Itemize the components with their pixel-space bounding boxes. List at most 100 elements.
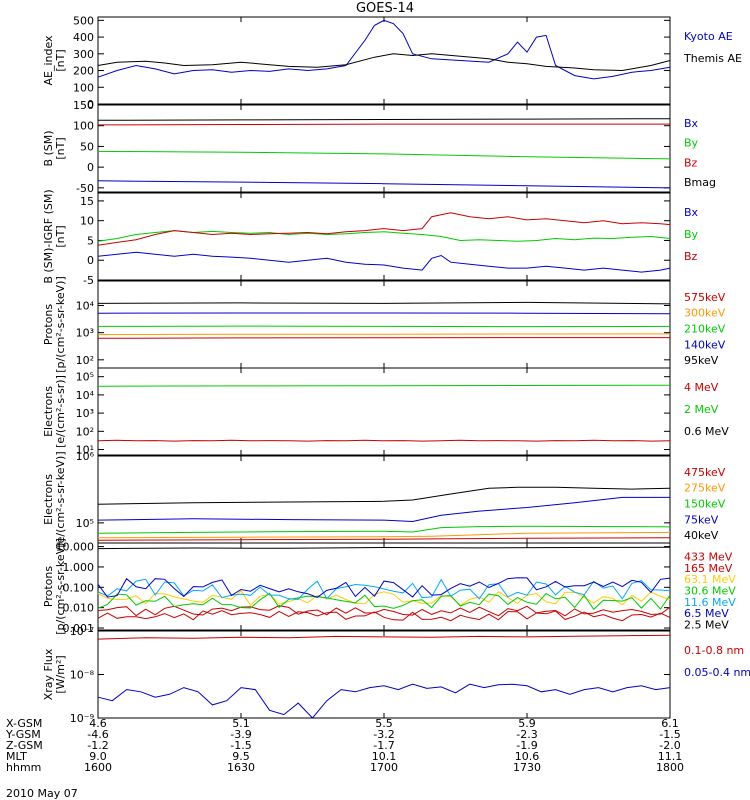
y-tick-label: 10⁻⁸ (70, 669, 95, 682)
y-tick-label: 0 (87, 161, 94, 174)
y-tick-label: 0 (87, 98, 94, 111)
panel-4: 10² 10³ 10⁴ Protons [p/(cm²-s-sr-keV)] 575keV… (42, 276, 726, 373)
series-line (97, 537, 671, 541)
y-axis-label: [p/(cm²-s-sr-keV)] (54, 276, 67, 373)
orbit-value: 9.0 (89, 750, 107, 763)
panel-frame (97, 630, 671, 719)
y-axis-label: [p/(cm²-s-sr-keV)] (54, 538, 67, 635)
orbit-value: -1.5 (659, 728, 680, 741)
y-axis-label: Electrons (42, 386, 55, 437)
series-line (97, 118, 671, 121)
y-tick-label: 10⁻⁷ (70, 625, 94, 638)
orbit-value: 1800 (656, 761, 684, 774)
series-line (97, 53, 671, 72)
y-tick-label: 100 (73, 81, 94, 94)
series-line (97, 634, 671, 640)
legend-entry: 11.6 MeV (684, 596, 736, 609)
legend-entry: 0.05-0.4 nm (684, 666, 750, 679)
y-axis-label: [e/(cm²-s-sr-keV)] (54, 451, 67, 547)
orbit-row-label: Y-GSM (5, 728, 41, 741)
legend-entry: 165 MeV (684, 562, 733, 575)
panel-frame (97, 367, 671, 456)
orbit-value: -1.2 (87, 739, 108, 752)
y-axis-label: B (SM)-IGRF (SM) (42, 189, 55, 283)
series-line (97, 531, 671, 539)
legend-entry: By (684, 228, 699, 241)
series-line (97, 212, 671, 246)
series-line (97, 230, 671, 242)
series-line (97, 123, 670, 126)
y-tick-label: 10⁵ (76, 371, 94, 384)
y-axis-label: B (SM) (42, 130, 55, 166)
y-axis-label: [nT] (54, 49, 67, 71)
orbit-value: -2.0 (659, 739, 680, 752)
legend-entry: 210keV (684, 323, 726, 336)
series-line (97, 333, 671, 336)
legend-entry: By (684, 137, 699, 150)
y-axis-label: Electrons (42, 474, 55, 525)
orbit-value: 5.1 (232, 717, 250, 730)
y-tick-label: 0 (87, 254, 94, 267)
panel-2: -50 0 50 100 150 B (SM) [nT] Bx By Bz Bmag (42, 99, 716, 195)
y-tick-label: 10⁴ (76, 300, 95, 313)
series-line (97, 610, 671, 622)
y-axis-label: [nT] (54, 225, 67, 247)
y-axis-label: AE_index (42, 35, 55, 86)
y-tick-label: 10 (80, 215, 94, 228)
legend-entry: 4 MeV (684, 381, 719, 394)
y-tick-label: 200 (73, 65, 94, 78)
y-tick-label: 10² (76, 354, 94, 367)
orbit-row-label: Z-GSM (6, 739, 43, 752)
orbit-value: -1.7 (373, 739, 394, 752)
orbit-row-label: MLT (6, 750, 27, 763)
orbit-value: 4.6 (89, 717, 107, 730)
legend-entry: 275keV (684, 482, 726, 495)
legend-entry: Bz (684, 156, 698, 169)
y-axis-label: [nT] (54, 137, 67, 159)
orbit-value: -3.2 (373, 728, 394, 741)
legend-entry: 63.1 MeV (684, 573, 736, 586)
legend-entry: Themis AE (683, 52, 742, 65)
y-tick-label: 10⁶ (76, 450, 95, 463)
legend-entry: 40keV (684, 529, 719, 542)
orbit-axis-footer: X-GSM 4.6 5.1 5.5 5.9 6.1 Y-GSM -4.6 -3.9 -3.2 -2.… (5, 717, 684, 774)
series-line (97, 605, 671, 617)
panel-8: 10⁻⁹ 10⁻⁸ 10⁻⁷ Xray Flux [W/m²] 0.1-0.8 nm 0.0… (42, 625, 750, 725)
series-line (97, 325, 671, 328)
panel-frame (97, 192, 671, 281)
orbit-value: 1600 (84, 761, 112, 774)
legend-entry: 575keV (684, 291, 726, 304)
y-axis-label: [W/m²] (54, 655, 67, 693)
series-line (97, 439, 671, 442)
y-tick-label: -5 (83, 274, 94, 287)
y-tick-label: 300 (73, 48, 94, 61)
legend-entry: Kyoto AE (684, 30, 733, 43)
y-tick-label: 10⁵ (76, 517, 94, 530)
legend-entry: 95keV (684, 354, 719, 367)
y-tick-label: 15 (80, 195, 94, 208)
series-line (97, 496, 670, 523)
legend-entry: 0.6 MeV (684, 425, 729, 438)
y-tick-label: 0.001 (63, 622, 95, 635)
orbit-value: -2.3 (516, 728, 537, 741)
legend-entry: 150keV (684, 498, 726, 511)
orbit-value: 1630 (227, 761, 255, 774)
y-axis-label: Protons (42, 566, 55, 607)
date-label: 2010 May 07 (6, 787, 78, 800)
panel-5: 10¹ 10² 10³ 10⁴ 10⁵ Electrons [e/(cm²-s-sr)] 4 … (42, 367, 729, 457)
y-tick-label: 10³ (76, 327, 94, 340)
panel-frame (97, 280, 671, 369)
legend-entry: 30.6 MeV (684, 585, 736, 598)
legend-entry: 475keV (684, 466, 726, 479)
panel-6: 10⁵ 10⁶ Electrons [e/(cm²-s-sr-keV)] 475keV 2… (42, 450, 726, 548)
panel-frame (97, 16, 671, 105)
y-tick-label: -50 (76, 182, 94, 195)
legend-entry: 6.5 MeV (684, 607, 729, 620)
series-line (97, 19, 671, 80)
orbit-value: 10.1 (372, 750, 397, 763)
series-line (97, 251, 671, 273)
y-tick-label: 10¹ (76, 444, 94, 457)
series-line (97, 683, 671, 719)
